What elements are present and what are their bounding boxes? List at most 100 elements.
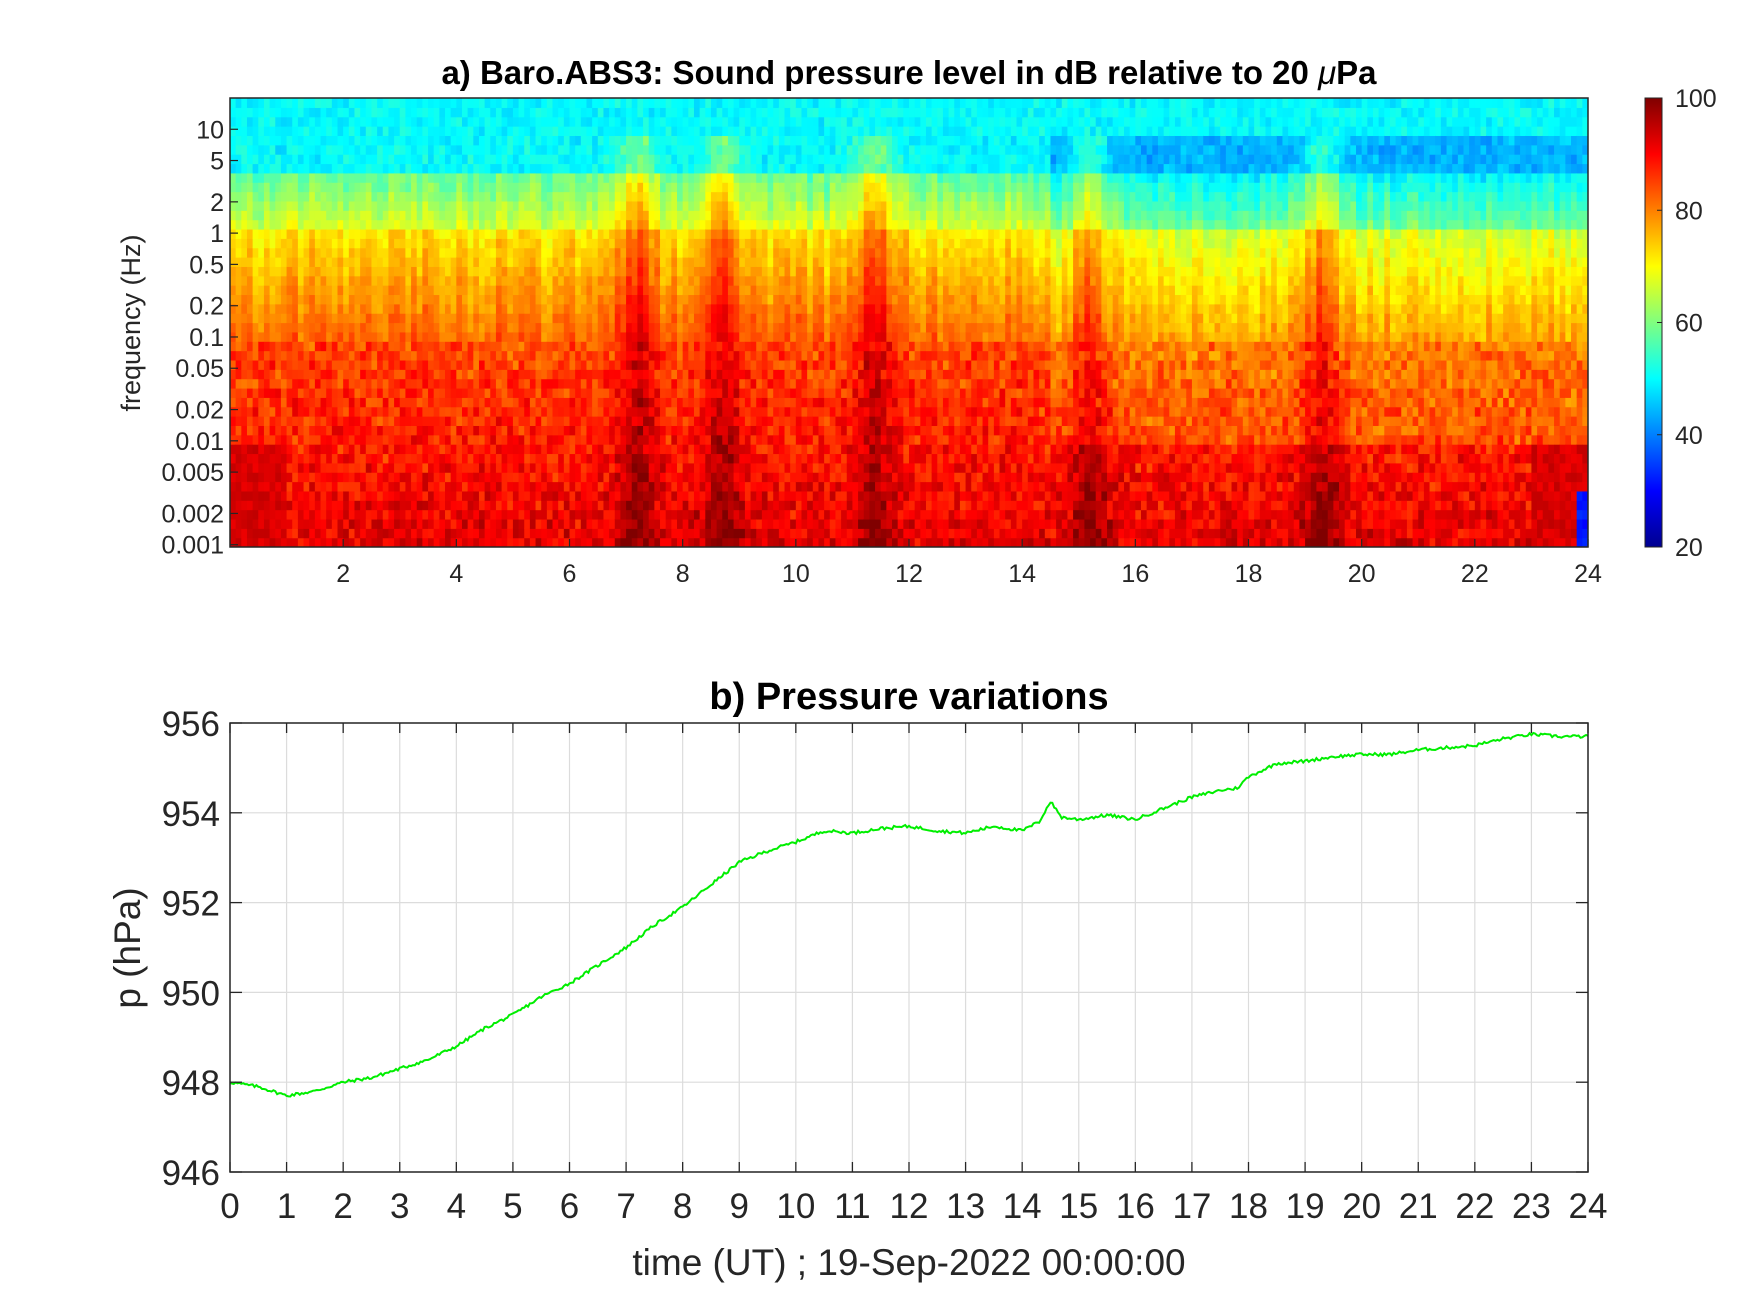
spectrogram-cell	[348, 425, 356, 436]
spectrogram-cell	[671, 116, 678, 127]
spectrogram-cell	[388, 172, 395, 183]
spectrogram-cell	[411, 453, 418, 464]
spectrogram-cell	[710, 387, 718, 398]
spectrogram-cell	[563, 210, 571, 221]
spectrogram-cell	[671, 275, 678, 286]
spectrogram-cell	[501, 303, 508, 314]
spectrogram-cell	[643, 369, 650, 380]
spectrogram-cell	[484, 490, 491, 501]
spectrogram-cell	[546, 509, 554, 520]
spectrogram-cell	[495, 275, 503, 286]
spectrogram-cell	[552, 472, 559, 483]
spectrogram-cell	[609, 257, 616, 267]
spectrogram-cell	[360, 500, 367, 511]
spectrogram-cell	[637, 266, 644, 277]
spectrogram-cell	[365, 331, 373, 342]
spectrogram-cell	[569, 228, 576, 239]
spectrogram-cell	[439, 490, 446, 501]
spectrogram-cell	[343, 126, 350, 137]
spectrogram-cell	[767, 126, 774, 137]
spectrogram-cell	[241, 387, 248, 398]
spectrogram-cell	[648, 116, 655, 127]
spectrogram-cell	[563, 257, 571, 267]
spectrogram-cell	[643, 378, 650, 389]
spectrogram-cell	[705, 191, 712, 202]
spectrogram-cell	[507, 219, 514, 230]
spectrogram-cell	[411, 369, 418, 380]
spectrogram-cell	[631, 378, 638, 389]
spectrogram-cell	[399, 98, 407, 108]
spectrogram-cell	[597, 378, 605, 389]
spectrogram-cell	[575, 313, 582, 324]
spectrogram-cell	[558, 154, 565, 165]
spectrogram-cell	[580, 135, 588, 146]
spectrogram-cell	[597, 509, 605, 520]
spectrogram-cell	[541, 350, 548, 361]
spectrogram-cell	[552, 341, 559, 352]
spectrogram-cell	[512, 247, 520, 258]
spectrogram-cell	[309, 472, 316, 483]
spectrogram-cell	[456, 350, 463, 361]
spectrogram-cell	[252, 200, 259, 211]
spectrogram-cell	[631, 200, 638, 211]
spectrogram-cell	[360, 462, 367, 473]
spectrogram-cell	[478, 406, 486, 417]
spectrogram-cell	[529, 219, 537, 230]
spectrogram-cell	[727, 219, 735, 230]
spectrogram-cell	[801, 200, 808, 211]
spectrogram-cell	[541, 481, 548, 492]
spectrogram-cell	[807, 266, 814, 277]
spectrogram-cell	[490, 453, 497, 464]
spectrogram-cell	[507, 294, 514, 305]
spectrogram-cell	[597, 425, 605, 436]
spectrogram-cell	[269, 350, 276, 361]
spectrogram-cell	[744, 228, 752, 239]
spectrogram-cell	[727, 528, 735, 539]
spectrogram-cell	[710, 98, 718, 108]
spectrogram-cell	[416, 172, 423, 183]
spectrogram-cell	[507, 257, 514, 267]
spectrogram-cell	[801, 172, 808, 183]
spectrogram-cell	[524, 238, 531, 249]
spectrogram-cell	[450, 406, 457, 417]
spectrogram-cell	[394, 107, 401, 118]
spectrogram-cell	[812, 135, 820, 146]
spectrogram-cell	[569, 285, 576, 296]
spectrogram-cell	[495, 444, 503, 455]
spectrogram-cell	[790, 350, 797, 361]
spectrogram-cell	[733, 210, 740, 221]
spectrogram-cell	[552, 219, 559, 230]
spectrogram-cell	[343, 228, 350, 239]
spectrogram-cell	[677, 537, 684, 547]
spectrogram-cell	[371, 490, 378, 501]
spectrogram-cell	[733, 182, 740, 193]
spectrogram-cell	[473, 369, 480, 380]
spectrogram-cell	[648, 472, 655, 483]
spectrogram-cell	[501, 228, 508, 239]
spectrogram-cell	[546, 116, 554, 127]
spectrogram-cell	[235, 509, 242, 520]
spectrogram-cell	[733, 518, 740, 529]
spectrogram-cell	[473, 191, 480, 202]
spectrogram-cell	[682, 453, 689, 464]
spectrogram-cell	[297, 191, 305, 202]
spectrogram-cell	[365, 266, 373, 277]
spectrogram-cell	[263, 238, 271, 249]
spectrogram-cell	[433, 500, 440, 511]
spectrogram-cell	[348, 163, 356, 174]
spectrogram-cell	[422, 378, 429, 389]
spectrogram-cell	[586, 416, 593, 426]
spectrogram-cell	[643, 350, 650, 361]
spectrogram-cell	[280, 154, 288, 165]
spectrogram-cell	[773, 490, 780, 501]
spectrogram-cell	[371, 322, 378, 333]
spectrogram-cell	[597, 444, 605, 455]
spectrogram-cell	[710, 313, 718, 324]
spectrogram-cell	[450, 416, 457, 426]
spectrogram-cell	[518, 350, 525, 361]
spectrogram-cell	[592, 163, 599, 174]
spectrogram-cell	[665, 350, 672, 361]
spectrogram-cell	[331, 472, 339, 483]
spectrogram-cell	[320, 359, 327, 370]
spectrogram-cell	[541, 331, 548, 342]
